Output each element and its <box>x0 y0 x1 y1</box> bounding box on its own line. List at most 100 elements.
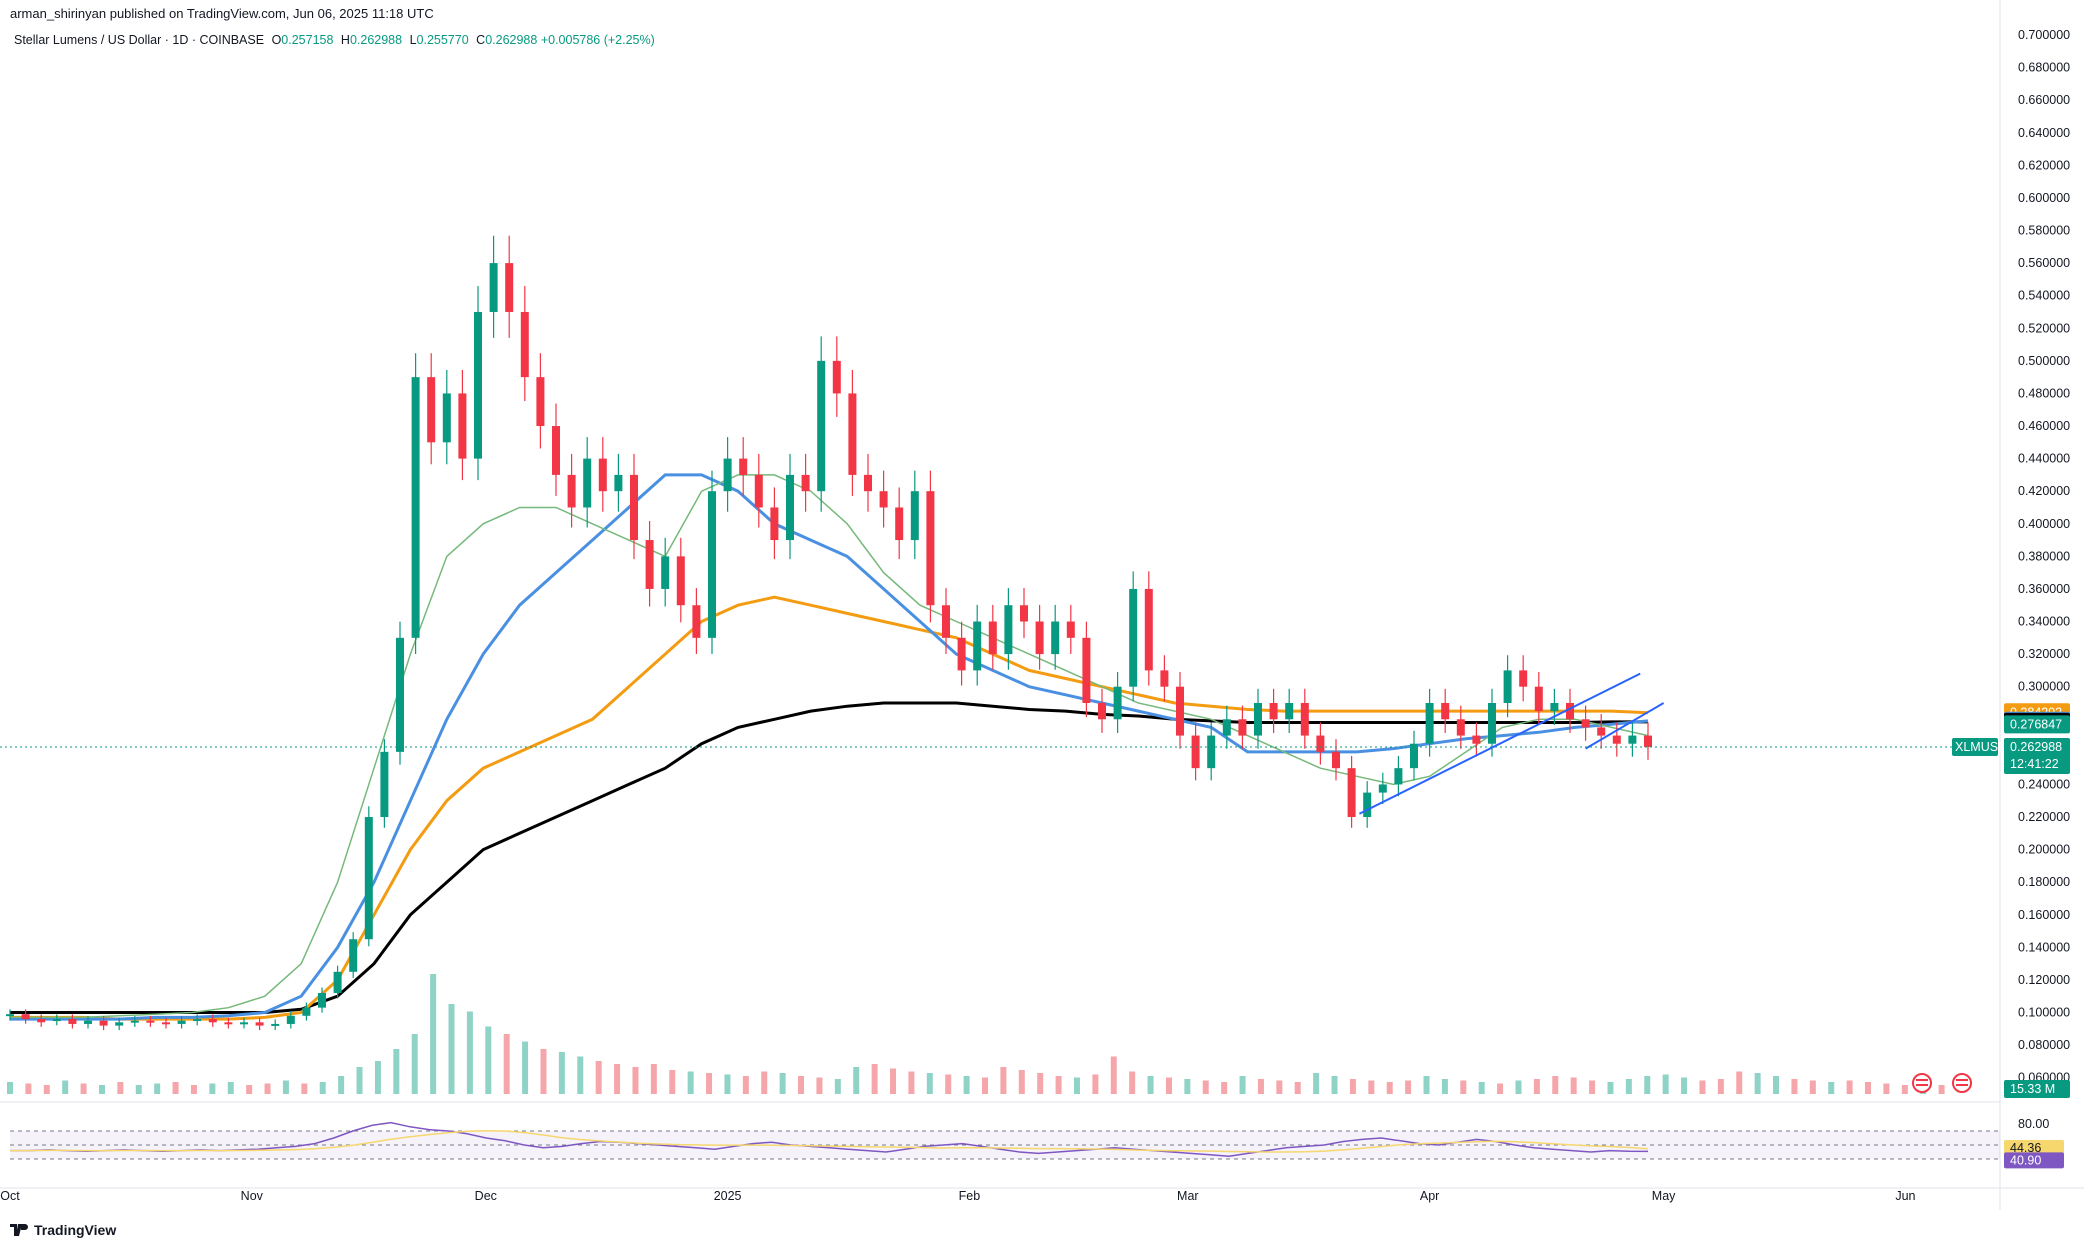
y-tick-label: 0.700000 <box>2018 28 2070 42</box>
sma20-line <box>10 474 1649 1019</box>
volume-bar <box>1018 1070 1025 1094</box>
volume-bar <box>1147 1076 1154 1094</box>
candle-body <box>1332 751 1340 769</box>
candle-body <box>271 1023 280 1026</box>
volume-bar <box>1202 1080 1209 1094</box>
volume-bar <box>816 1077 823 1094</box>
volume-bar <box>1073 1077 1080 1094</box>
candle-body <box>676 556 685 606</box>
volume-bar <box>135 1085 142 1094</box>
volume-bar <box>117 1082 124 1094</box>
volume-bar <box>1405 1080 1412 1094</box>
candle-body <box>99 1020 108 1026</box>
low-label: L <box>409 33 417 47</box>
volume-bar <box>595 1061 602 1094</box>
support-trendline-2 <box>1585 702 1665 750</box>
x-tick-label: Nov <box>241 1189 264 1203</box>
candle-body <box>1597 727 1606 736</box>
candle-body <box>1394 768 1403 785</box>
tradingview-logo-icon <box>10 1224 28 1236</box>
close-label: C <box>476 33 486 47</box>
y-tick-label: 0.620000 <box>2018 158 2070 172</box>
y-tick-label: 0.080000 <box>2018 1038 2070 1052</box>
candle-body <box>208 1019 217 1023</box>
y-tick-label: 0.320000 <box>2018 647 2070 661</box>
x-tick-label: Mar <box>1177 1189 1199 1203</box>
candle-body <box>957 637 966 671</box>
candle-body <box>879 491 888 508</box>
volume-bar <box>1497 1083 1504 1094</box>
volume-bar <box>669 1070 676 1094</box>
volume-bar <box>1165 1077 1172 1094</box>
brand-name: TradingView <box>34 1222 117 1238</box>
candle-body <box>505 263 514 312</box>
candle-body <box>364 817 373 940</box>
candle-body <box>1191 735 1200 769</box>
volume-bar <box>890 1068 897 1094</box>
volume-bar <box>1791 1079 1798 1094</box>
y-tick-label: 0.360000 <box>2018 582 2070 596</box>
y-tick-label: 0.180000 <box>2018 875 2070 889</box>
candle-body <box>1285 702 1294 720</box>
y-tick-label: 0.460000 <box>2018 419 2070 433</box>
tradingview-logo[interactable]: TradingView <box>10 1222 116 1238</box>
candle-body <box>1519 670 1528 687</box>
candle-body <box>255 1022 264 1026</box>
candle-body <box>645 540 654 589</box>
volume-bar <box>871 1064 878 1094</box>
volume-bar <box>1110 1056 1117 1094</box>
y-tick-label: 0.500000 <box>2018 354 2070 368</box>
x-tick-label: Dec <box>475 1189 497 1203</box>
volume-bar <box>1349 1079 1356 1094</box>
rsi-ma-label: 44.36 <box>2010 1141 2041 1155</box>
volume-bar <box>908 1071 915 1094</box>
volume-bar <box>1717 1079 1724 1094</box>
y-tick-label: 0.660000 <box>2018 93 2070 107</box>
volume-bar <box>761 1071 768 1094</box>
volume-bar <box>1331 1076 1338 1094</box>
candle-body <box>1410 743 1418 769</box>
volume-bar <box>1294 1082 1301 1094</box>
candle-body <box>1129 588 1138 687</box>
volume-bar <box>246 1085 253 1094</box>
volume-bar <box>779 1073 786 1094</box>
volume-bar <box>1589 1080 1596 1094</box>
candle-body <box>1488 702 1496 744</box>
candle-body <box>832 360 841 394</box>
volume-bar <box>301 1083 308 1094</box>
candle-body <box>224 1022 233 1025</box>
volume-bar <box>80 1083 87 1094</box>
candle-body <box>411 377 420 638</box>
volume-bar <box>503 1034 510 1094</box>
last-price-tag <box>2004 737 2070 774</box>
open-label: O <box>271 33 282 47</box>
candle-body <box>1098 702 1106 720</box>
volume-bar <box>632 1067 639 1094</box>
volume-bar <box>356 1067 363 1094</box>
candle-body <box>1207 735 1216 769</box>
x-tick-label: 2025 <box>714 1189 742 1203</box>
y-tick-label: 0.400000 <box>2018 517 2070 531</box>
candle-body <box>1316 735 1325 752</box>
y-tick-label: 0.240000 <box>2018 777 2070 791</box>
candle-body <box>146 1020 155 1023</box>
candle-body <box>1566 702 1574 720</box>
volume-bar <box>706 1073 713 1094</box>
candle-body <box>1534 686 1543 712</box>
y-tick-label: 0.440000 <box>2018 452 2070 466</box>
volume-bar <box>1221 1082 1228 1094</box>
candle-body <box>598 458 607 492</box>
volume-bar <box>190 1085 197 1094</box>
sma50-line <box>10 473 1649 1021</box>
candle-body <box>1004 605 1013 655</box>
volume-bar <box>1386 1082 1393 1094</box>
candle-body <box>1347 768 1356 818</box>
candle-body <box>692 605 701 638</box>
volume-bar <box>614 1064 621 1094</box>
volume-bar <box>319 1082 326 1094</box>
volume-bar <box>650 1064 657 1094</box>
rsi-line <box>10 1121 1649 1157</box>
volume-bar <box>1809 1080 1816 1094</box>
candle-body <box>848 393 857 475</box>
